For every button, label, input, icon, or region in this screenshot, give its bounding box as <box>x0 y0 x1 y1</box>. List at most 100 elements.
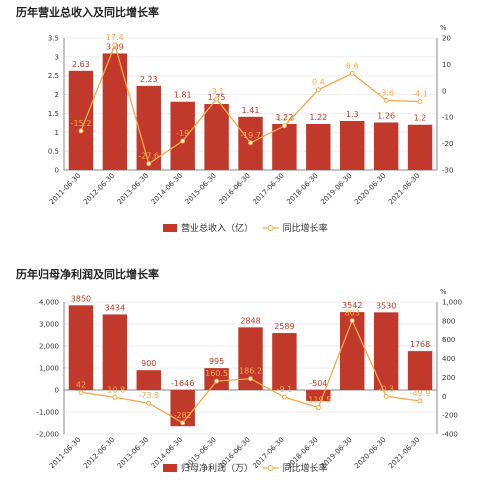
bar-data-label: 1.26 <box>377 111 395 120</box>
right-axis-tick-label: 400 <box>442 355 455 363</box>
left-axis-tick-label: -1,000 <box>36 409 59 417</box>
x-axis-tick-label: 2011-06-30 <box>48 172 82 206</box>
right-axis-tick-label: 1,000 <box>442 299 462 307</box>
growth-rate-data-label: -119.5 <box>305 396 331 405</box>
growth-rate-point <box>281 394 287 400</box>
right-axis-unit: % <box>440 24 447 32</box>
growth-rate-point <box>112 394 118 400</box>
right-axis-tick-label: 200 <box>442 374 455 382</box>
revenue-chart-title: 历年营业总收入及同比增长率 <box>16 6 159 19</box>
growth-rate-data-label: -73.8 <box>138 391 159 400</box>
bar-data-label: 2848 <box>240 316 260 325</box>
growth-rate-data-label: 0.4 <box>312 78 325 87</box>
growth-rate-data-label: -49.9 <box>410 389 431 398</box>
growth-rate-point <box>315 405 321 411</box>
bar-data-label: 1.22 <box>276 113 294 122</box>
bar <box>170 101 195 170</box>
x-axis-tick-label: 2019-06-30 <box>319 172 353 206</box>
bar-data-label: 1.22 <box>309 113 327 122</box>
right-axis-tick-label: -400 <box>442 431 458 439</box>
growth-rate-data-label: -27.6 <box>138 152 159 161</box>
x-axis-tick-label: 2016-06-30 <box>217 172 251 206</box>
bar <box>102 53 128 170</box>
left-axis-tick-label: 2,000 <box>39 343 59 351</box>
bar-data-label: 2589 <box>274 322 294 331</box>
revenue-chart: 00.511.522.533.5-30-20-1001020%2.633.092… <box>48 24 454 234</box>
growth-rate-point <box>383 97 389 103</box>
right-axis-tick-label: 800 <box>442 317 455 325</box>
growth-rate-point <box>383 393 389 399</box>
bar-data-label: 1.3 <box>346 110 359 119</box>
bar-data-label: 2.23 <box>140 75 158 84</box>
growth-rate-point <box>281 123 287 129</box>
left-axis-tick-label: -2,000 <box>36 431 59 439</box>
right-axis-unit: % <box>440 288 447 296</box>
growth-rate-data-label: -0.3 <box>378 384 394 393</box>
bar <box>306 390 331 402</box>
growth-rate-data-label: -9.1 <box>277 385 293 394</box>
left-axis-tick-label: 2 <box>55 91 59 99</box>
bar <box>407 351 433 390</box>
bar-data-label: 995 <box>209 357 224 366</box>
bar <box>136 370 161 390</box>
growth-rate-point <box>78 389 84 395</box>
legend-bar-swatch <box>163 224 177 232</box>
growth-rate-point <box>214 96 220 102</box>
left-axis-tick-label: 2.5 <box>48 72 59 80</box>
right-axis-tick-label: 600 <box>442 336 455 344</box>
growth-rate-data-label: -282 <box>174 411 192 420</box>
right-axis-tick-label: 0 <box>442 87 446 95</box>
bar-data-label: 1.81 <box>174 91 192 100</box>
bar <box>204 104 229 170</box>
bar <box>272 333 297 390</box>
bar <box>68 305 94 390</box>
bar <box>170 390 195 427</box>
left-axis-tick-label: 1,000 <box>39 365 59 373</box>
growth-rate-point <box>349 318 355 324</box>
legend-line-marker <box>267 465 274 471</box>
bar <box>407 124 433 170</box>
growth-rate-point <box>180 420 186 426</box>
growth-rate-point <box>417 398 423 404</box>
left-axis-tick-label: 1 <box>55 129 59 137</box>
growth-rate-data-label: 42 <box>76 380 86 389</box>
x-axis-tick-label: 2021-06-30 <box>387 436 421 470</box>
right-axis-tick-label: 10 <box>442 61 451 69</box>
growth-rate-data-label: -4.1 <box>412 90 428 99</box>
left-axis-tick-label: 3 <box>55 53 59 61</box>
growth-rate-data-label: -19 <box>176 129 189 138</box>
growth-rate-data-label: -13.3 <box>274 114 295 123</box>
growth-rate-data-label: -15.2 <box>71 119 92 128</box>
growth-rate-point <box>349 70 355 76</box>
growth-rate-data-label: -10.8 <box>105 385 126 394</box>
revenue-chart-panel: 历年营业总收入及同比增长率 0 0.5 1 1.5 2 2.5 3 3.5 -30 -20 -10 0… <box>0 0 500 250</box>
left-axis-tick-label: 1.5 <box>48 110 59 118</box>
bar <box>306 123 331 170</box>
bar-data-label: 3530 <box>376 301 396 310</box>
growth-rate-data-label: 6.6 <box>346 61 359 70</box>
growth-rate-data-label: 160.5 <box>205 369 228 378</box>
legend-bar-swatch <box>163 464 177 472</box>
growth-rate-data-label: 803 <box>345 309 360 318</box>
growth-rate-data-label: -3.6 <box>378 88 394 97</box>
right-axis-tick-label: 20 <box>442 35 451 43</box>
x-axis-tick-label: 2017-06-30 <box>251 172 285 206</box>
bar <box>272 123 297 170</box>
legend-bar-label: 归母净利润（万） <box>181 462 253 474</box>
x-axis-tick-label: 2012-06-30 <box>82 172 116 206</box>
legend-line-label: 同比增长率 <box>283 462 328 474</box>
x-axis-tick-label: 2020-06-30 <box>353 172 387 206</box>
bar <box>136 85 161 170</box>
x-axis-tick-label: 2017-06-30 <box>251 436 285 470</box>
growth-rate-data-label: -19.7 <box>240 131 261 140</box>
bar-data-label: 1.41 <box>242 106 260 115</box>
x-axis-tick-label: 2018-06-30 <box>285 172 319 206</box>
x-axis-tick-label: 2020-06-30 <box>353 436 387 470</box>
right-axis-tick-label: 0 <box>442 393 446 401</box>
growth-rate-point <box>417 99 423 105</box>
legend-line-label: 同比增长率 <box>283 222 328 234</box>
profit-chart-panel: 历年归母净利润及同比增长率 -2,000 -1,000 0 1,000 2,000 3,0… <box>0 262 500 502</box>
growth-rate-point <box>248 376 253 382</box>
bar-data-label: 3542 <box>342 301 362 310</box>
growth-rate-data-label: -3.1 <box>209 87 225 96</box>
